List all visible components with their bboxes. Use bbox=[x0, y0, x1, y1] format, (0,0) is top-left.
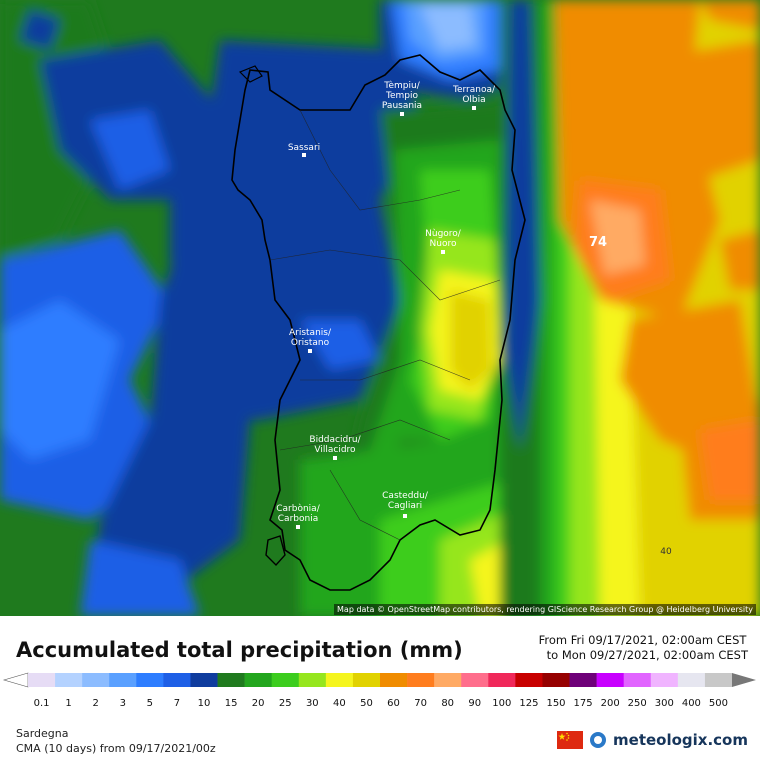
brand-logo[interactable]: meteologix.com bbox=[557, 731, 748, 749]
scale-arrow-right bbox=[732, 673, 756, 687]
scale-tick-label: 7 bbox=[174, 698, 180, 708]
scale-tick-label: 5 bbox=[147, 698, 153, 708]
scale-tick-label: 500 bbox=[709, 698, 728, 708]
scale-swatch bbox=[217, 673, 245, 687]
scale-swatch bbox=[163, 673, 191, 687]
svg-text:Oristano: Oristano bbox=[291, 338, 330, 348]
region-label: Sardegna bbox=[16, 727, 69, 740]
city-tempio: Tèmpiu/ Tempio Pausania bbox=[382, 80, 422, 116]
scale-swatch bbox=[55, 673, 83, 687]
city-cagliari: Casteddu/ Cagliari bbox=[382, 491, 429, 518]
scale-tick-label: 200 bbox=[601, 698, 620, 708]
scale-tick-label: 40 bbox=[333, 698, 346, 708]
legend-title: Accumulated total precipitation (mm) bbox=[16, 638, 463, 662]
scale-swatch bbox=[623, 673, 652, 687]
svg-text:Pausania: Pausania bbox=[382, 101, 422, 111]
scale-tick-label: 25 bbox=[279, 698, 292, 708]
scale-swatch bbox=[407, 673, 435, 687]
scale-tick-label: 60 bbox=[387, 698, 400, 708]
svg-text:Casteddu/: Casteddu/ bbox=[382, 491, 429, 501]
scale-tick-label: 150 bbox=[546, 698, 565, 708]
svg-text:Carbònia/: Carbònia/ bbox=[276, 503, 320, 514]
scale-tick-label: 15 bbox=[225, 698, 238, 708]
svg-text:Carbonia: Carbonia bbox=[278, 514, 318, 524]
svg-text:Terranoa/: Terranoa/ bbox=[452, 85, 496, 95]
scale-tick-label: 2 bbox=[93, 698, 99, 708]
scale-tick-label: 175 bbox=[574, 698, 593, 708]
city-sassari: Sassari bbox=[288, 143, 320, 157]
brand-name: meteologix.com bbox=[613, 731, 748, 749]
scale-tick-label: 50 bbox=[360, 698, 373, 708]
meteologix-logo-icon bbox=[590, 732, 607, 748]
scale-swatch bbox=[271, 673, 300, 687]
svg-text:Cagliari: Cagliari bbox=[388, 501, 422, 511]
model-label: CMA (10 days) from 09/17/2021/00z bbox=[16, 742, 216, 755]
scale-swatch bbox=[325, 673, 354, 687]
map-attribution: Map data © OpenStreetMap contributors, r… bbox=[334, 604, 756, 615]
scale-swatch bbox=[136, 673, 164, 687]
scale-swatch bbox=[515, 673, 543, 687]
svg-text:Villacidro: Villacidro bbox=[314, 445, 356, 455]
scale-swatch bbox=[82, 673, 110, 687]
scale-swatch bbox=[28, 673, 56, 687]
svg-text:Aristanis/: Aristanis/ bbox=[289, 328, 332, 338]
date-range: From Fri 09/17/2021, 02:00am CEST to Mon… bbox=[539, 633, 748, 663]
scale-tick-label: 10 bbox=[198, 698, 211, 708]
city-olbia: Terranoa/ Olbia bbox=[452, 85, 496, 110]
legend-footer bbox=[0, 616, 760, 760]
scale-tick-label: 125 bbox=[519, 698, 538, 708]
svg-text:Nùgoro/: Nùgoro/ bbox=[425, 229, 462, 239]
china-flag-icon bbox=[557, 731, 584, 749]
asinara-island bbox=[238, 65, 263, 83]
scale-tick-label: 20 bbox=[252, 698, 265, 708]
scale-swatch bbox=[542, 673, 570, 687]
scale-tick-label: 3 bbox=[120, 698, 126, 708]
scale-tick-label: 70 bbox=[414, 698, 427, 708]
scale-swatch bbox=[461, 673, 489, 687]
svg-text:Biddacidru/: Biddacidru/ bbox=[309, 435, 361, 445]
city-carbonia: Carbònia/ Carbonia bbox=[276, 503, 321, 529]
scale-swatch bbox=[569, 673, 597, 687]
scale-tick-label: 300 bbox=[655, 698, 674, 708]
color-scale: 0.1 1 2 3 5 7 10 15 20 25 30 40 50 60 70 80 90 100 125 150 1… bbox=[2, 672, 756, 708]
scale-tick-label: 250 bbox=[628, 698, 647, 708]
svg-text:Nuoro: Nuoro bbox=[430, 239, 457, 249]
svg-text:Sassari: Sassari bbox=[288, 143, 320, 153]
scale-swatch bbox=[677, 673, 706, 687]
scale-swatch bbox=[190, 673, 218, 687]
scale-arrow-left bbox=[2, 672, 29, 688]
scale-swatch bbox=[298, 673, 327, 687]
scale-tick-label: 90 bbox=[468, 698, 481, 708]
sant-antioco-island bbox=[265, 535, 286, 567]
max-value-label: 74 bbox=[589, 235, 607, 250]
scale-tick-label: 80 bbox=[441, 698, 454, 708]
city-oristano: Aristanis/ Oristano bbox=[289, 328, 332, 353]
date-from: From Fri 09/17/2021, 02:00am CEST bbox=[538, 633, 747, 647]
scale-swatch bbox=[244, 673, 272, 687]
city-villacidro: Biddacidru/ Villacidro bbox=[309, 435, 362, 460]
scale-swatch bbox=[596, 673, 624, 687]
scale-tick-label: 0.1 bbox=[34, 698, 50, 708]
svg-text:Tèmpiu/: Tèmpiu/ bbox=[383, 80, 420, 91]
svg-text:Olbia: Olbia bbox=[462, 95, 485, 105]
scale-swatch bbox=[109, 673, 137, 687]
contour-label: 40 bbox=[660, 547, 672, 557]
scale-tick-label: 400 bbox=[682, 698, 701, 708]
precipitation-map: Tèmpiu/ Tempio Pausania Terranoa/ Olbia … bbox=[0, 0, 760, 616]
scale-tick-label: 1 bbox=[65, 698, 71, 708]
date-to: to Mon 09/27/2021, 02:00am CEST bbox=[546, 648, 748, 662]
svg-text:Tempio: Tempio bbox=[385, 91, 418, 101]
scale-swatch bbox=[650, 673, 679, 687]
scale-swatch bbox=[434, 673, 462, 687]
scale-tick-label: 100 bbox=[492, 698, 511, 708]
scale-swatch bbox=[488, 673, 516, 687]
scale-swatch bbox=[704, 673, 733, 687]
city-nuoro: Nùgoro/ Nuoro bbox=[425, 229, 462, 254]
scale-swatch bbox=[380, 673, 408, 687]
scale-swatch bbox=[352, 673, 381, 687]
scale-tick-label: 30 bbox=[306, 698, 319, 708]
